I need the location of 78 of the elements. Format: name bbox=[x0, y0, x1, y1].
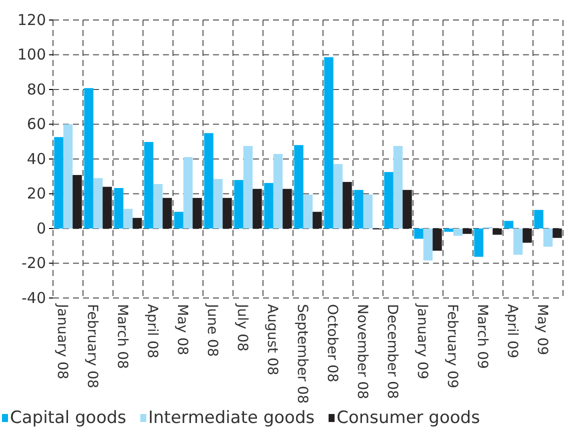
bar bbox=[384, 172, 394, 228]
bar bbox=[114, 188, 124, 228]
x-tick-label: April 09 bbox=[504, 304, 520, 358]
y-tick-label: 40 bbox=[26, 150, 46, 168]
bar bbox=[342, 182, 352, 228]
bar bbox=[534, 210, 544, 228]
bar bbox=[444, 228, 454, 232]
y-tick-label: 80 bbox=[26, 80, 46, 98]
bar bbox=[273, 154, 283, 228]
bar bbox=[423, 228, 433, 260]
x-tick-label: March 08 bbox=[114, 304, 130, 369]
x-tick-label: May 09 bbox=[534, 304, 550, 356]
bar bbox=[414, 228, 424, 239]
y-tick-label: -40 bbox=[22, 288, 46, 307]
bar bbox=[132, 218, 142, 228]
x-tick-label: May 08 bbox=[174, 304, 190, 356]
bar bbox=[474, 228, 484, 257]
bar bbox=[84, 88, 94, 228]
y-tick-label: 100 bbox=[17, 46, 46, 64]
bar bbox=[522, 228, 532, 243]
y-tick-label: 120 bbox=[17, 10, 46, 29]
bar bbox=[453, 228, 463, 236]
bar bbox=[243, 146, 253, 228]
y-tick-label: 60 bbox=[26, 115, 46, 134]
x-tick-label: December 08 bbox=[384, 304, 400, 399]
bar bbox=[492, 228, 502, 235]
bar bbox=[162, 198, 172, 228]
bar bbox=[204, 133, 214, 228]
bar bbox=[123, 208, 133, 228]
bar bbox=[432, 228, 442, 251]
bar bbox=[513, 228, 523, 255]
x-tick-label: March 09 bbox=[474, 304, 490, 369]
bar bbox=[192, 198, 202, 228]
bar bbox=[363, 194, 373, 228]
x-tick-label: April 08 bbox=[144, 304, 160, 358]
bar bbox=[252, 188, 262, 228]
x-tick-label: October 08 bbox=[324, 304, 340, 382]
x-tick-label: January 08 bbox=[54, 303, 70, 380]
bar bbox=[93, 178, 103, 228]
bar bbox=[63, 124, 73, 228]
x-tick-label: August 08 bbox=[264, 304, 280, 376]
bar bbox=[333, 164, 343, 228]
bar bbox=[144, 142, 154, 228]
bar bbox=[354, 190, 364, 228]
y-tick-label: -20 bbox=[22, 254, 46, 272]
bar bbox=[504, 220, 514, 228]
bar bbox=[312, 212, 322, 228]
x-tick-label: November 08 bbox=[354, 304, 370, 400]
bar bbox=[402, 190, 412, 228]
bar bbox=[174, 212, 184, 228]
bar bbox=[543, 228, 553, 247]
bar bbox=[264, 182, 274, 228]
bar bbox=[54, 137, 64, 228]
bar bbox=[153, 184, 163, 228]
bar bbox=[303, 194, 313, 228]
bar bbox=[222, 198, 232, 228]
y-tick-label: 20 bbox=[26, 184, 46, 203]
bar bbox=[102, 186, 112, 228]
x-tick-label: February 08 bbox=[84, 304, 100, 388]
x-tick-label: July 08 bbox=[234, 303, 250, 352]
legend-label: Consumer goods bbox=[336, 408, 480, 428]
y-tick-label: 0 bbox=[36, 219, 46, 238]
bar bbox=[183, 157, 193, 228]
bar bbox=[294, 145, 304, 228]
bar bbox=[393, 146, 403, 228]
x-tick-label: January 09 bbox=[414, 303, 430, 380]
bar bbox=[282, 188, 292, 228]
legend-label: Capital goods bbox=[10, 408, 126, 428]
bar bbox=[234, 180, 244, 228]
bar bbox=[324, 57, 334, 228]
bar bbox=[213, 178, 223, 228]
bar bbox=[72, 174, 82, 228]
x-tick-label: September 08 bbox=[294, 304, 310, 404]
legend-label: Intermediate goods bbox=[148, 408, 315, 428]
x-tick-label: February 09 bbox=[444, 304, 460, 388]
x-tick-label: June 08 bbox=[204, 303, 220, 357]
bar bbox=[552, 228, 562, 238]
bar bbox=[462, 228, 472, 234]
